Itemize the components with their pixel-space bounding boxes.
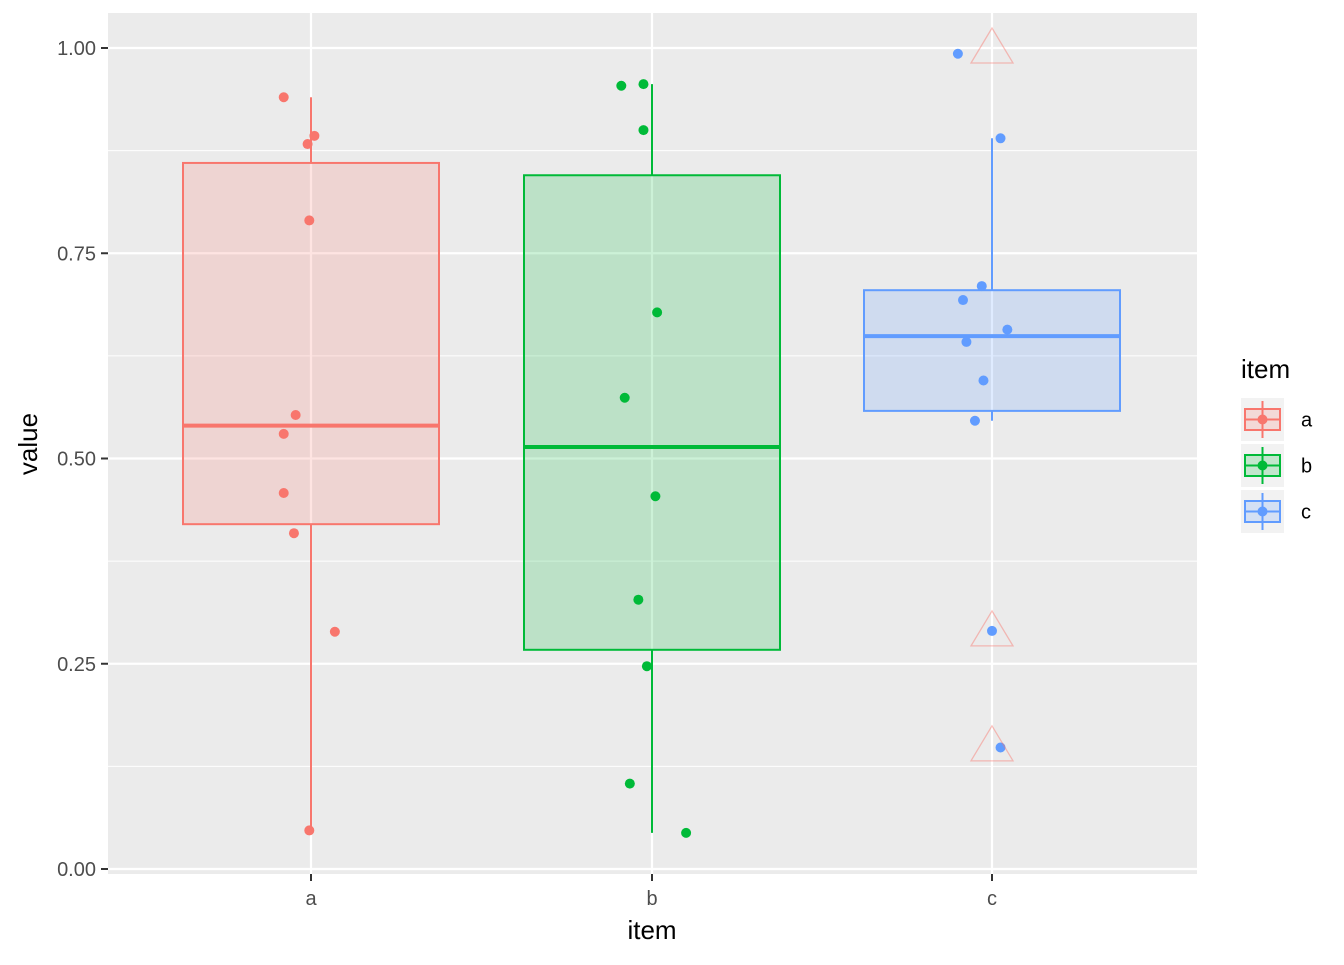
data-point-a (309, 130, 320, 141)
data-point-c (978, 375, 989, 386)
y-tick-label: 0.75 (57, 243, 96, 265)
legend-title: item (1241, 354, 1290, 384)
outlier-markers (969, 26, 1015, 762)
x-tick-label: c (987, 888, 997, 910)
data-point-b (638, 79, 649, 90)
data-point-a (304, 825, 315, 836)
data-point-c (958, 295, 969, 306)
outlier-marker-c (969, 609, 1015, 647)
outlier-marker-c (969, 26, 1015, 64)
data-point-a (288, 528, 299, 539)
x-tick-label: b (646, 888, 657, 910)
data-point-c (1002, 324, 1013, 335)
x-tick-label: a (305, 888, 317, 910)
x-axis-title: item (627, 915, 676, 945)
data-point-b (650, 491, 661, 502)
box-body-b (523, 174, 781, 651)
y-tick-label: 0.25 (57, 654, 96, 676)
y-tick-label: 1.00 (57, 38, 96, 60)
y-tick-label: 0.00 (57, 859, 96, 881)
data-point-a (278, 487, 289, 498)
data-point-b (619, 392, 630, 403)
legend-key-c: c (1241, 490, 1311, 533)
data-point-b (624, 778, 635, 789)
legend-key-point (1257, 414, 1268, 425)
legend: item a b c (1241, 354, 1313, 533)
data-point-a (278, 92, 289, 103)
legend-label-a: a (1301, 410, 1313, 432)
data-point-b (681, 827, 692, 838)
data-point-b (641, 661, 652, 672)
axes: 0.00 0.25 0.50 0.75 1.00 a b c (57, 38, 997, 910)
legend-keys: a b c (1241, 398, 1313, 533)
y-axis-title: value (13, 413, 43, 475)
box-b (523, 84, 781, 833)
data-point-b (633, 594, 644, 605)
legend-key-point (1257, 506, 1268, 517)
data-point-a (290, 409, 301, 420)
data-point-c (995, 742, 1006, 753)
data-point-a (304, 215, 315, 226)
legend-label-c: c (1301, 502, 1311, 524)
legend-key-b: b (1241, 444, 1312, 487)
box-body-c (863, 289, 1121, 412)
data-point-a (302, 139, 313, 150)
data-point-c (961, 336, 972, 347)
data-point-c (976, 281, 987, 292)
data-point-b (638, 125, 649, 136)
data-point-c (969, 415, 980, 426)
data-point-c (995, 133, 1006, 144)
data-point-b (652, 307, 663, 318)
data-point-b (616, 80, 627, 91)
outlier-marker-c (969, 724, 1015, 762)
legend-key-a: a (1241, 398, 1313, 441)
legend-label-b: b (1301, 456, 1312, 478)
box-c (863, 138, 1121, 421)
legend-key-point (1257, 460, 1268, 471)
data-point-a (278, 428, 289, 439)
data-point-c (952, 48, 963, 59)
data-point-a (329, 626, 340, 637)
data-points (278, 48, 1013, 838)
y-tick-label: 0.50 (57, 449, 96, 471)
data-point-c (987, 625, 997, 636)
